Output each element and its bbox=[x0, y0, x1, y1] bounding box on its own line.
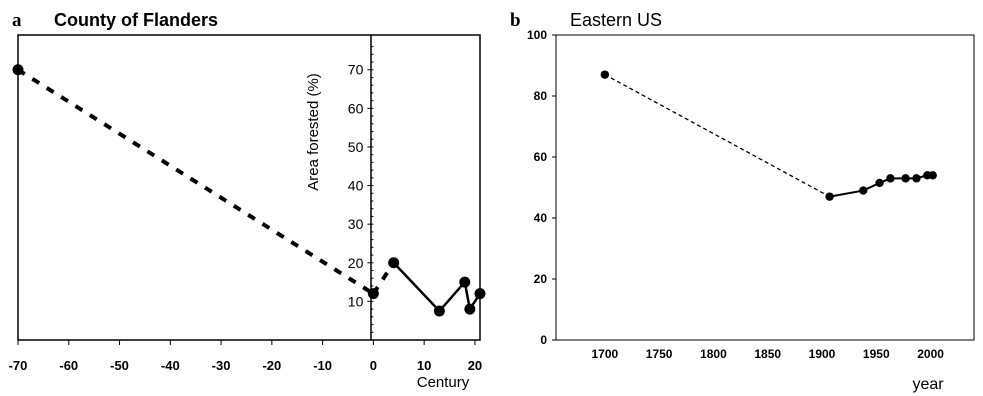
x-tick-label: 1950 bbox=[863, 347, 890, 361]
x-tick-label: -10 bbox=[313, 358, 332, 373]
dashed-series-line bbox=[16, 68, 375, 296]
x-tick-label: 0 bbox=[370, 358, 377, 373]
panel-a: a County of Flanders -70 -60 -50 -40 -30 -20-… bbox=[9, 10, 486, 391]
x-tick-label: -50 bbox=[110, 358, 129, 373]
panel-a-plot-frame bbox=[17, 34, 481, 341]
panel-b-letter: b bbox=[510, 10, 521, 31]
panel-a-points bbox=[12, 64, 486, 317]
panel-a-series bbox=[16, 68, 482, 313]
data-point bbox=[875, 178, 884, 188]
y-tick-label: 50 bbox=[348, 139, 364, 155]
panel-a-x-ticks: -70 -60 -50 -40 -30 -20 -10 0 10 20 bbox=[9, 340, 482, 373]
x-tick-label: 2000 bbox=[917, 347, 944, 361]
x-tick-label: -60 bbox=[59, 358, 78, 373]
x-tick-label: 20 bbox=[468, 358, 482, 373]
x-tick-label: -30 bbox=[212, 358, 231, 373]
y-tick-label: 30 bbox=[348, 216, 364, 232]
y-tick-label: 60 bbox=[534, 150, 548, 164]
y-tick-label: 60 bbox=[348, 100, 364, 116]
y-tick-label: 80 bbox=[534, 89, 548, 103]
dashed-series-line bbox=[371, 261, 396, 295]
data-point bbox=[12, 64, 24, 76]
panel-b-plot-frame bbox=[555, 34, 975, 341]
panel-b: b Eastern US 1700 1750 1800 1850 1900 1950 200… bbox=[510, 10, 975, 393]
x-tick-label: 1750 bbox=[646, 347, 673, 361]
panel-a-y-ticks: 10 20 30 40 50 60 70 bbox=[348, 46, 374, 333]
panel-a-x-axis-label: Century bbox=[417, 374, 470, 391]
y-tick-label: 40 bbox=[534, 211, 548, 225]
data-point bbox=[433, 305, 445, 317]
x-tick-label: -70 bbox=[9, 358, 28, 373]
x-tick-label: 10 bbox=[417, 358, 431, 373]
x-tick-label: 1850 bbox=[754, 347, 781, 361]
panel-b-points bbox=[600, 70, 937, 201]
data-point bbox=[859, 186, 868, 195]
data-point bbox=[388, 257, 400, 269]
data-point bbox=[825, 192, 834, 201]
y-tick-label: 10 bbox=[348, 293, 364, 309]
panel-a-letter: a bbox=[12, 10, 22, 31]
y-tick-label: 20 bbox=[534, 272, 548, 286]
data-point bbox=[474, 288, 486, 300]
panel-b-x-axis-label: year bbox=[912, 376, 944, 393]
y-tick-label: 0 bbox=[540, 333, 547, 347]
y-tick-label: 20 bbox=[348, 255, 364, 271]
x-tick-label: 1700 bbox=[592, 347, 619, 361]
x-tick-label: 1800 bbox=[700, 347, 727, 361]
panel-b-series bbox=[604, 74, 933, 198]
y-tick-label: 40 bbox=[348, 178, 364, 194]
data-point bbox=[901, 174, 910, 183]
panel-b-title: Eastern US bbox=[570, 10, 662, 30]
data-point bbox=[464, 303, 476, 315]
x-tick-label: -40 bbox=[161, 358, 180, 373]
x-tick-label: -20 bbox=[262, 358, 281, 373]
data-point bbox=[367, 288, 379, 300]
dashed-series-line bbox=[604, 74, 830, 198]
y-tick-label: 100 bbox=[527, 28, 547, 42]
data-point bbox=[459, 276, 471, 288]
panel-b-y-ticks: 0 20 40 60 80 100 bbox=[527, 28, 556, 347]
panel-a-title: County of Flanders bbox=[54, 10, 218, 30]
x-tick-label: 1900 bbox=[809, 347, 836, 361]
data-point bbox=[886, 174, 895, 183]
data-point bbox=[600, 70, 610, 79]
data-point bbox=[912, 174, 921, 183]
panel-a-y-axis-label: Area forested (%) bbox=[305, 73, 322, 191]
y-tick-label: 70 bbox=[348, 62, 364, 78]
data-point bbox=[928, 171, 937, 180]
panel-b-x-ticks: 1700 1750 1800 1850 1900 1950 2000 bbox=[592, 347, 945, 361]
